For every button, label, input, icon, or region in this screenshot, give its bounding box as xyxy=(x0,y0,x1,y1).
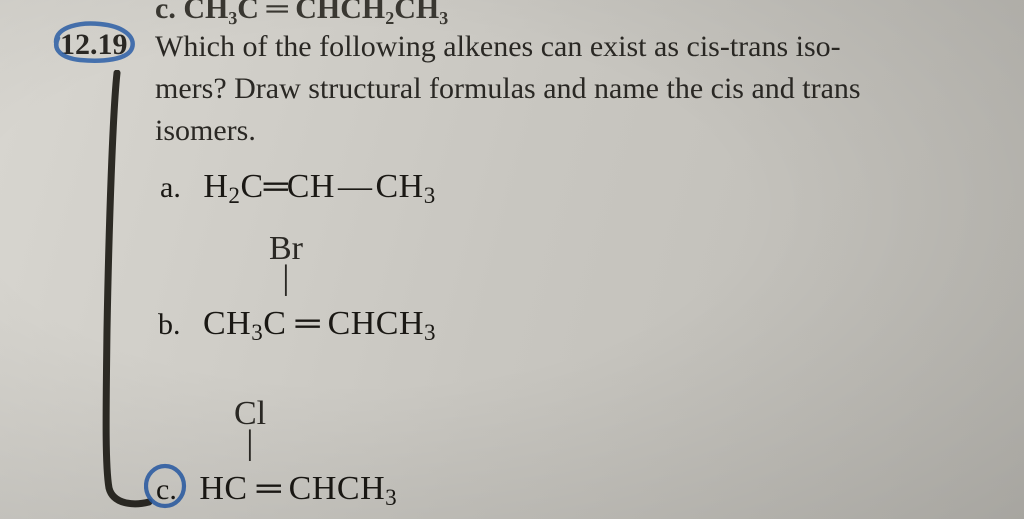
item-c: c. HC ═ CHCH3 xyxy=(156,470,397,512)
item-a: a. H2C═CH—CH3 xyxy=(160,168,436,210)
item-b-formula: CH3C ═ CHCH3 xyxy=(203,305,436,342)
question-line-2: mers? Draw structural formulas and name … xyxy=(155,72,861,105)
question-line-3: isomers. xyxy=(155,114,256,147)
item-a-label: a. xyxy=(160,171,181,204)
item-c-label: c. xyxy=(156,473,177,506)
pen-bracket-icon xyxy=(95,70,155,510)
bond-line-icon: │ xyxy=(220,435,280,455)
item-b-substituent: Br │ xyxy=(256,230,316,290)
problem-number-region: 12.19 xyxy=(60,28,128,62)
cl-label: Cl xyxy=(234,395,266,432)
br-label: Br xyxy=(269,230,303,267)
problem-number: 12.19 xyxy=(60,28,128,61)
item-a-formula: H2C═CH—CH3 xyxy=(203,168,435,205)
previous-item-partial: c. CH₃C ═ CHCH₂CH₃ xyxy=(155,0,448,26)
item-b: b. CH3C ═ CHCH3 xyxy=(158,305,436,347)
item-b-label: b. xyxy=(158,308,181,341)
textbook-page: c. CH₃C ═ CHCH₂CH₃ 12.19 Which of the fo… xyxy=(0,0,1024,519)
item-c-substituent: Cl │ xyxy=(220,395,280,455)
question-line-1: Which of the following alkenes can exist… xyxy=(155,30,841,63)
question-text: Which of the following alkenes can exist… xyxy=(155,26,995,152)
bond-line-icon: │ xyxy=(256,270,316,290)
item-c-formula: HC ═ CHCH3 xyxy=(199,470,397,507)
